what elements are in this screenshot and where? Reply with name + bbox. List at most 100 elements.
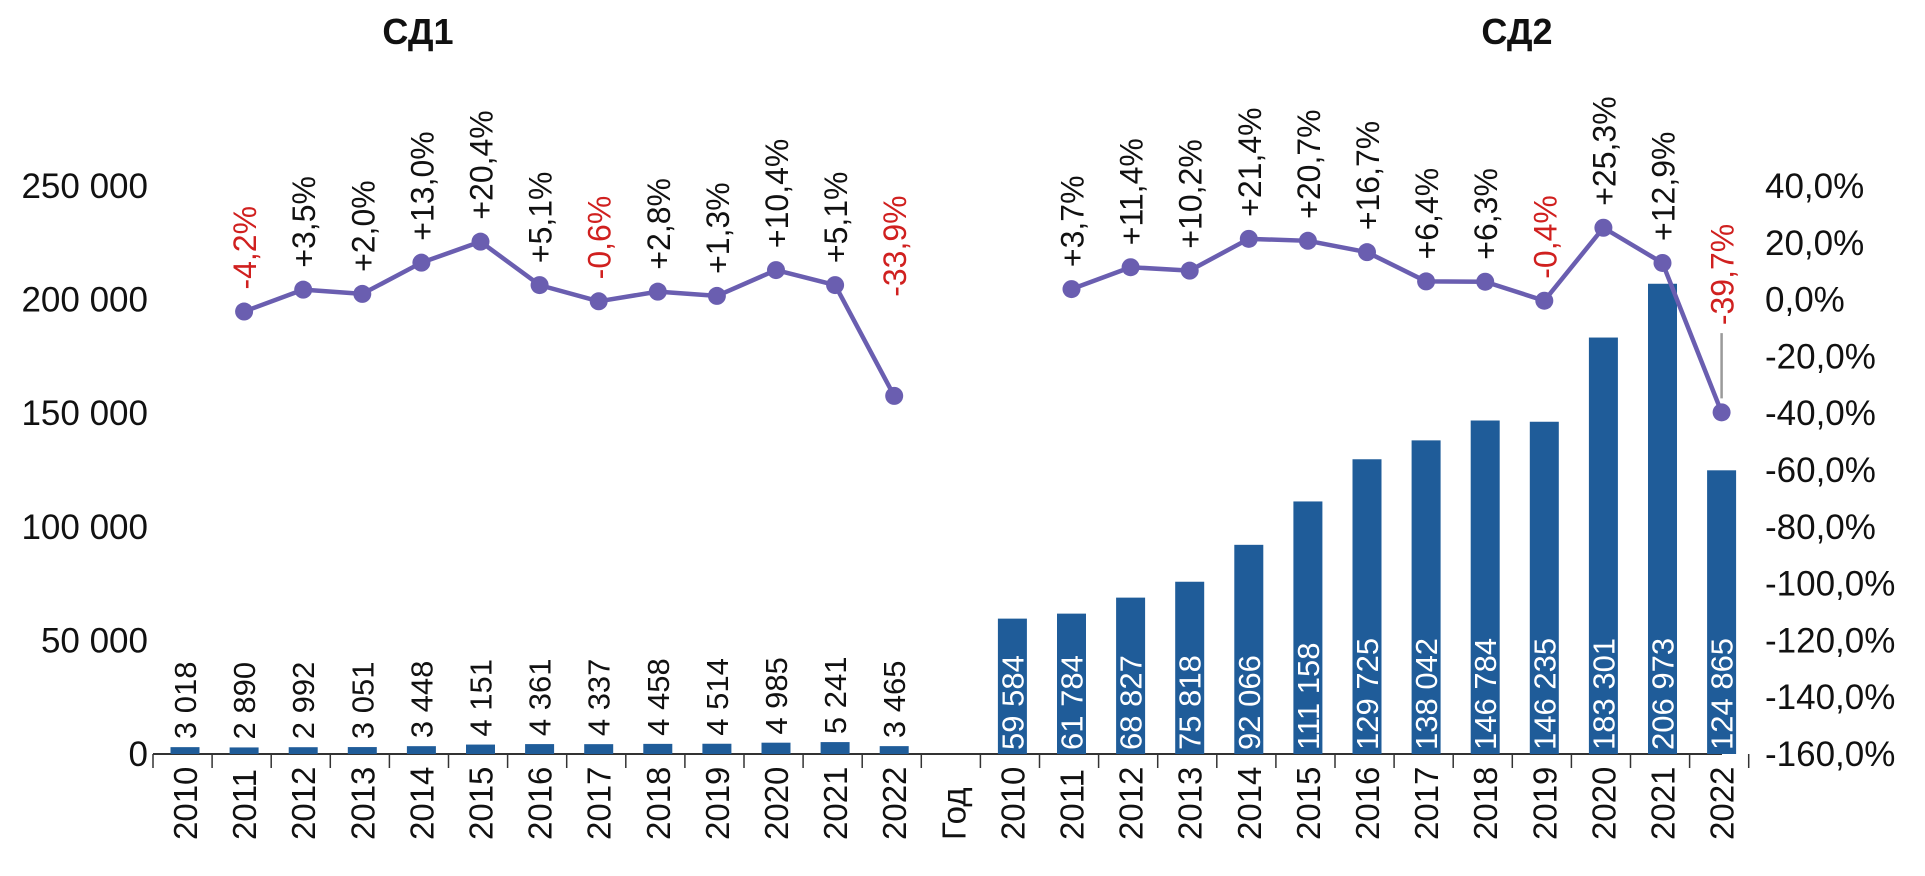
sd2-change-point bbox=[1712, 403, 1731, 422]
bar-label-sd2: 75 818 bbox=[1173, 655, 1208, 750]
bar-label-sd2: 138 042 bbox=[1409, 638, 1444, 750]
bar-label-sd1: 4 151 bbox=[464, 659, 499, 737]
sd1-change-pct-label: +2,0% bbox=[345, 180, 381, 272]
bar-label-sd1: 3 465 bbox=[877, 661, 912, 739]
left-tick-label: 50 000 bbox=[41, 621, 148, 660]
sd1-change-point bbox=[767, 261, 785, 280]
bar-sd2 bbox=[1293, 501, 1323, 754]
sd1-change-pct-label: +3,5% bbox=[286, 176, 322, 268]
x-tick-label: 2015 bbox=[463, 767, 500, 840]
sd2-change-point bbox=[1180, 261, 1199, 280]
bar-label-sd2: 61 784 bbox=[1055, 655, 1090, 750]
bar-sd1 bbox=[761, 742, 791, 754]
bar-label-sd1: 2 890 bbox=[227, 662, 262, 740]
bar-sd2 bbox=[1116, 597, 1146, 754]
sd2-change-pct-label: +3,7% bbox=[1055, 175, 1091, 267]
x-tick-label: 2022 bbox=[876, 767, 913, 840]
bar-sd1 bbox=[466, 744, 495, 754]
sd1-change-point bbox=[648, 282, 667, 301]
x-tick-label: 2011 bbox=[1054, 769, 1091, 840]
sd1-change-point bbox=[530, 276, 549, 295]
bar-label-sd1: 3 018 bbox=[168, 662, 203, 740]
bar-label-sd2: 206 973 bbox=[1646, 638, 1681, 750]
x-tick-label: 2010 bbox=[994, 767, 1031, 840]
bar-label-sd1: 4 514 bbox=[700, 658, 735, 736]
left-tick-label: 200 000 bbox=[21, 281, 148, 320]
sd2-change-pct-label: +16,7% bbox=[1350, 121, 1386, 230]
bar-sd1 bbox=[288, 747, 318, 754]
bar-label-sd1: 4 337 bbox=[582, 659, 617, 737]
right-tick-label: 20,0% bbox=[1765, 224, 1864, 263]
sd2-change-point bbox=[1062, 280, 1081, 299]
sd1-change-point bbox=[353, 284, 372, 303]
bar-label-sd2: 129 725 bbox=[1350, 638, 1385, 750]
sd1-change-point bbox=[589, 292, 608, 311]
right-tick-label: -60,0% bbox=[1765, 451, 1876, 490]
sd2-change-pct-label: +10,2% bbox=[1173, 139, 1209, 248]
sd1-change-pct-label: +1,3% bbox=[700, 182, 736, 274]
bars-layer: 3 018 2 890 2 992 3 051 3 448 4 151 4 361 4 337… bbox=[168, 283, 1740, 754]
sd1-change-point bbox=[885, 386, 904, 405]
x-tick-label: 2010 bbox=[167, 767, 204, 840]
sd1-change-point bbox=[826, 276, 845, 295]
sd1-change-pct-label: +2,8% bbox=[641, 178, 677, 270]
left-tick-label: 150 000 bbox=[21, 394, 148, 433]
sd1-change-pct-label: +20,4% bbox=[464, 110, 500, 219]
sd1-change-pct-label: -4,2% bbox=[227, 206, 263, 290]
sd2-change-pct-label: -39,7% bbox=[1705, 224, 1741, 325]
bar-label-sd2: 59 584 bbox=[995, 655, 1030, 750]
x-tick-label: 2012 bbox=[1113, 767, 1150, 840]
bar-label-sd2: 111 158 bbox=[1291, 643, 1326, 750]
bar-label-sd2: 146 235 bbox=[1527, 638, 1562, 750]
x-tick-label: 2014 bbox=[1231, 767, 1268, 840]
sd1-change-point bbox=[707, 286, 726, 305]
sd2-change-pct-label: -0,4% bbox=[1527, 195, 1563, 279]
x-tick-label: 2018 bbox=[640, 767, 677, 840]
sd1-change-point bbox=[471, 232, 490, 251]
right-tick-label: -100,0% bbox=[1765, 565, 1895, 604]
bar-sd2 bbox=[997, 618, 1027, 754]
x-tick-label: 2021 bbox=[817, 767, 854, 840]
right-tick-label: -120,0% bbox=[1765, 621, 1895, 660]
left-tick-label: 100 000 bbox=[21, 508, 148, 547]
sd2-change-point bbox=[1121, 258, 1140, 277]
x-tick-label: 2011 bbox=[226, 769, 263, 840]
sd1-change-line bbox=[243, 239, 897, 397]
right-y-axis: 40,0% 20,0% 0,0% -20,0% -40,0% -60,0% -80,0% -1… bbox=[1765, 167, 1895, 774]
bar-sd1 bbox=[170, 747, 200, 754]
left-tick-label: 0 bbox=[129, 735, 148, 774]
bar-sd1 bbox=[820, 742, 850, 754]
x-tick-label: 2020 bbox=[1585, 767, 1622, 840]
sd2-change-pct-label: +11,4% bbox=[1114, 138, 1150, 245]
bar-label-sd1: 2 992 bbox=[286, 662, 321, 740]
bar-label-sd1: 4 458 bbox=[641, 658, 676, 736]
bar-label-sd2: 68 827 bbox=[1114, 655, 1149, 750]
bar-sd2 bbox=[1234, 544, 1264, 754]
bar-sd2 bbox=[1057, 613, 1086, 754]
sd1-change-pct-label: +13,0% bbox=[404, 131, 440, 240]
sd1-change-pct-label: +5,1% bbox=[818, 171, 854, 263]
bar-sd1 bbox=[643, 743, 673, 754]
sd2-change-point bbox=[1653, 253, 1672, 272]
bar-sd1 bbox=[406, 746, 436, 754]
sd2-change-point bbox=[1476, 272, 1495, 291]
bar-sd1 bbox=[347, 747, 377, 754]
right-tick-label: -140,0% bbox=[1765, 678, 1895, 717]
right-tick-label: -160,0% bbox=[1765, 735, 1895, 774]
x-tick-label: 2015 bbox=[1290, 767, 1327, 840]
bar-sd2 bbox=[1352, 459, 1382, 754]
sd2-change-pct-label: +25,3% bbox=[1586, 96, 1622, 205]
bar-sd1 bbox=[879, 746, 909, 754]
title-sd2: СД2 bbox=[1481, 11, 1552, 52]
bar-label-sd2: 124 865 bbox=[1705, 638, 1740, 750]
right-tick-label: -40,0% bbox=[1765, 394, 1876, 433]
bar-label-sd1: 3 448 bbox=[404, 661, 439, 739]
bar-sd1 bbox=[584, 744, 614, 754]
x-tick-label: 2016 bbox=[522, 767, 559, 840]
x-tick-label: 2018 bbox=[1467, 767, 1504, 840]
bar-label-sd2: 146 784 bbox=[1468, 638, 1503, 750]
sd2-change-pct-label: +6,4% bbox=[1409, 168, 1445, 260]
x-tick-label: 2014 bbox=[403, 767, 440, 840]
bar-sd2 bbox=[1529, 421, 1559, 754]
